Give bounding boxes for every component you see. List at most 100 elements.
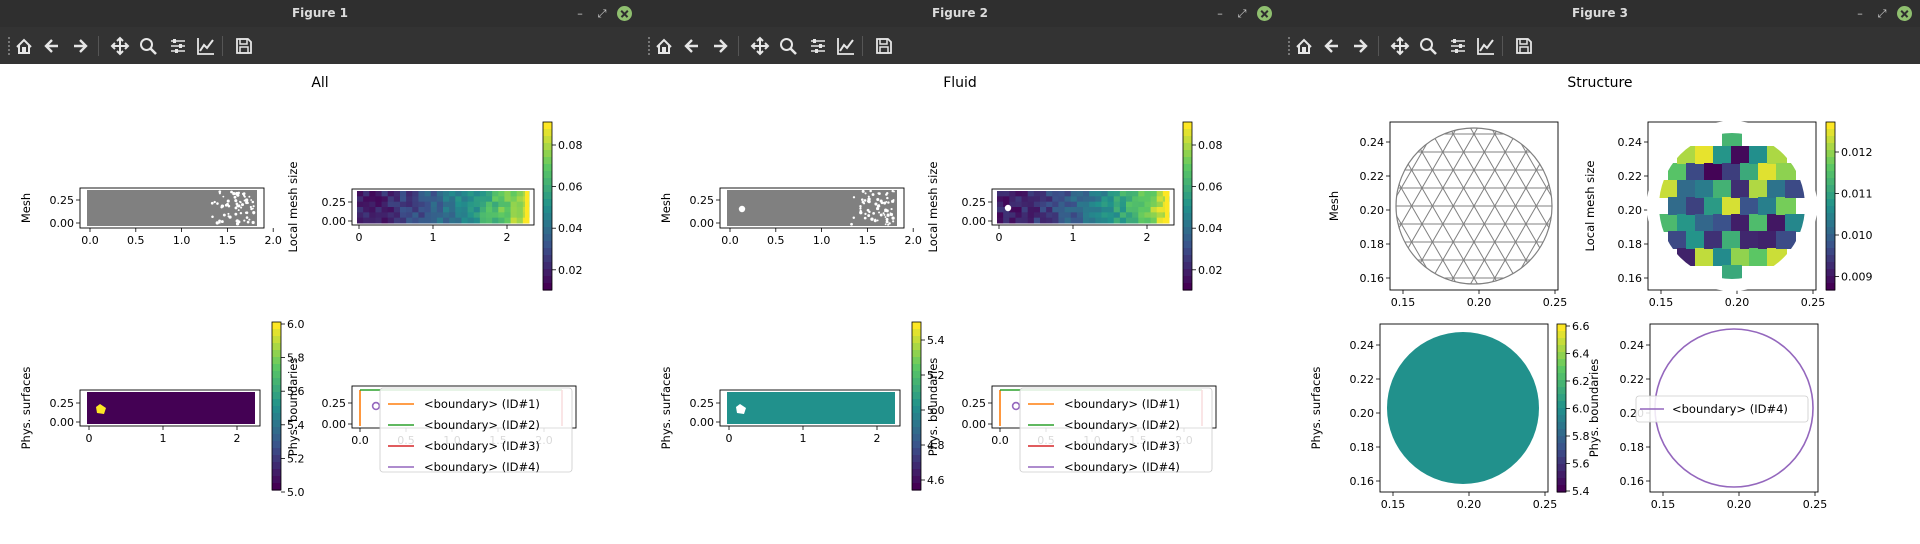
colorbar-tick-label: 6.6 [1572,320,1590,333]
close-button[interactable] [1897,6,1912,21]
mesh-size-cell [1150,201,1158,208]
mesh-size-cell [1070,196,1078,203]
forward-arrow-icon[interactable] [706,32,734,60]
edit-axis-icon[interactable] [1472,32,1500,60]
zoom-magnifier-icon[interactable] [134,32,162,60]
colorbar-segment [1557,408,1566,416]
mesh-size-cell [1089,212,1096,219]
phys-surface-colorbar [271,321,282,491]
mesh-size-cell [461,217,469,224]
mesh-vertex [878,211,881,214]
forward-arrow-icon[interactable] [66,32,94,60]
close-button[interactable] [1257,6,1272,21]
colorbar-tick-label: 0.02 [558,264,583,277]
figure-window-3: Figure 3 – ⤢ Structure 0.15 0.20 0.25 0.24 0.2… [1280,0,1920,544]
window-title: Figure 3 [1571,6,1629,20]
colorbar-segment [1557,352,1566,360]
minimize-button[interactable]: – [1857,7,1863,20]
mesh-vertex [232,192,236,196]
y-axis-label: Mesh [19,193,33,223]
home-icon[interactable] [650,32,678,60]
mesh-size-cell [1126,201,1133,208]
colorbar-tick-label: 6.2 [1572,375,1590,388]
pan-move-icon[interactable] [106,32,134,60]
mesh-size-cell [1113,217,1121,224]
mesh-vertex [248,218,251,221]
mesh-size-cell [393,191,401,197]
pan-move-icon[interactable] [746,32,774,60]
mesh-vertex [872,212,875,215]
colorbar-segment [1183,248,1192,256]
mesh-size-cell [997,207,1004,213]
back-arrow-icon[interactable] [678,32,706,60]
mesh-size-cell [1695,180,1715,198]
colorbar-segment [912,434,921,442]
mesh-size-cell [443,201,450,208]
toolbar-grip [1288,37,1292,55]
mesh-size-cell [1009,191,1016,197]
zoom-magnifier-icon[interactable] [1414,32,1442,60]
mesh-size-cell [486,207,493,213]
mesh-size-cell [1695,214,1715,232]
mesh-size-cell [387,201,395,208]
mesh-size-cell [1713,180,1733,198]
mesh-vertex [867,214,871,217]
y-tick-label: 0.20 [1360,204,1385,217]
configure-subplots-icon[interactable] [164,32,192,60]
edit-axis-icon[interactable] [832,32,860,60]
colorbar-tick-labels: 5.4 5.2 5.0 4.8 4.6 [921,334,945,487]
phys-surface-colorbar [911,321,922,491]
mesh-size-cell [467,196,475,203]
colorbar-tick-label: 0.010 [1841,229,1873,242]
colorbar-segment [1826,269,1835,277]
mesh-size-cell [1740,163,1760,181]
mesh-vertex [220,206,223,209]
mesh-size-cell [455,217,462,224]
mesh-size-cell [1107,217,1115,224]
home-icon[interactable] [1290,32,1318,60]
mesh-size-plot [997,191,1170,224]
minimize-button[interactable]: – [1217,7,1223,20]
colorbar-segment [272,392,281,400]
mesh-size-cell [1695,146,1715,164]
minimize-button[interactable]: – [577,7,583,20]
mesh-edge [1420,149,1497,281]
y-axis-label: Phys. boundaries [286,358,300,457]
mesh-size-cell [1731,248,1751,266]
mesh-size-cell [375,191,383,197]
edit-axis-icon[interactable] [192,32,220,60]
mesh-size-cell [1144,207,1152,213]
mesh-size-cell [1668,163,1688,181]
colorbar-segment [912,413,921,421]
mesh-size-cell [1095,191,1102,197]
mesh-size-cell [1704,231,1724,249]
mesh-vertex [877,192,880,195]
home-icon[interactable] [10,32,38,60]
configure-subplots-icon[interactable] [1444,32,1472,60]
mesh-vertex [235,202,239,206]
colorbar-segment [1826,122,1835,130]
figure-canvas: Structure 0.15 0.20 0.25 0.24 0.22 0.20 0.18 0.1… [1309,75,1873,511]
pan-move-icon[interactable] [1386,32,1414,60]
mesh-size-cell [1083,191,1090,197]
save-floppy-icon[interactable] [230,32,258,60]
maximize-button[interactable]: ⤢ [597,7,607,20]
back-arrow-icon[interactable] [1318,32,1346,60]
y-tick-label: 0.25 [50,194,75,207]
save-floppy-icon[interactable] [1510,32,1538,60]
zoom-magnifier-icon[interactable] [774,32,802,60]
forward-arrow-icon[interactable] [1346,32,1374,60]
mesh-size-cell [1021,201,1029,208]
save-floppy-icon[interactable] [870,32,898,60]
back-arrow-icon[interactable] [38,32,66,60]
configure-subplots-icon[interactable] [804,32,832,60]
mesh-size-cell [1107,191,1115,197]
mesh-edge [1407,127,1478,249]
mesh-size-cell [1677,180,1697,198]
mesh-size-cell [1003,191,1010,197]
maximize-button[interactable]: ⤢ [1237,7,1247,20]
maximize-button[interactable]: ⤢ [1877,7,1887,20]
circle-mask [1647,121,1817,291]
close-button[interactable] [617,6,632,21]
x-tick-label: 1.5 [219,234,237,247]
